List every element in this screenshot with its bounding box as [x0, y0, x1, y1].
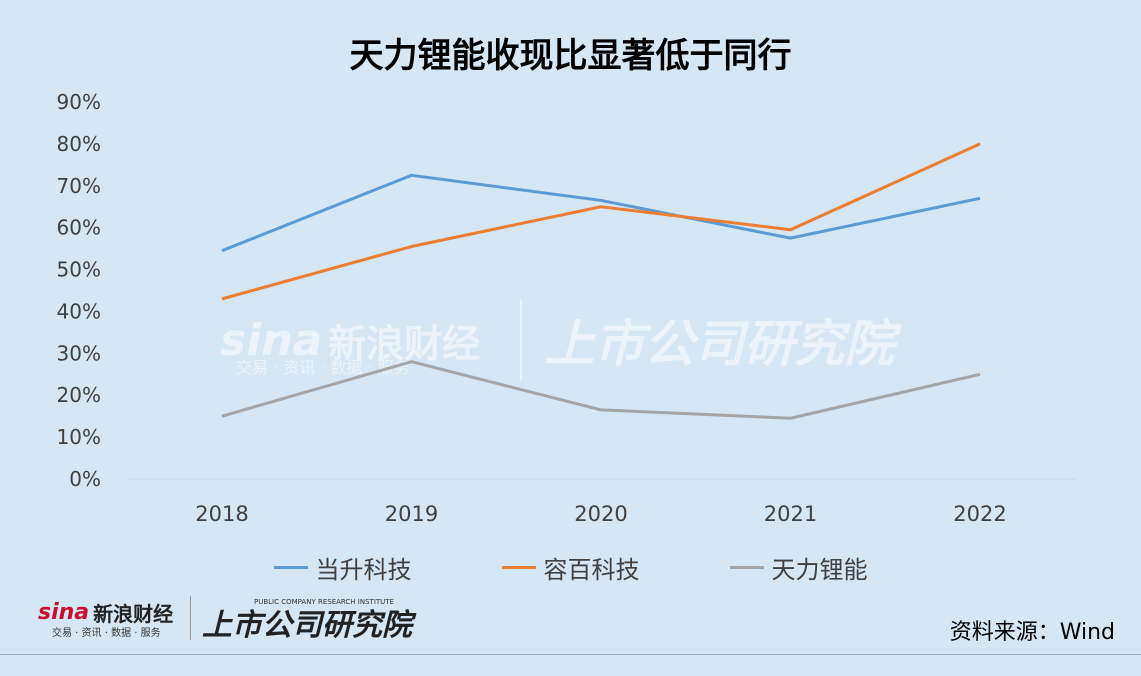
series-line — [221, 173, 981, 253]
y-tick-label: 0% — [69, 467, 101, 491]
y-tick-label: 60% — [57, 216, 101, 240]
legend-label: 当升科技 — [315, 556, 412, 584]
sina-logo: sina 新浪财经 交易 · 资讯 · 数据 · 服务 — [38, 598, 174, 639]
chart-legend: 当升科技 容百科技 天力锂能 — [0, 550, 1141, 585]
y-tick-label: 30% — [57, 341, 101, 365]
x-tick-label: 2021 — [764, 502, 817, 526]
sina-logo-cn: 新浪财经 — [93, 602, 174, 626]
y-tick-label: 50% — [57, 258, 101, 282]
watermark-sina: sina — [220, 314, 323, 366]
bottom-divider — [0, 654, 1141, 655]
legend-swatch — [501, 566, 536, 569]
chart-title: 天力锂能收现比显著低于同行 — [349, 36, 792, 76]
legend-item: 当升科技 — [273, 550, 412, 585]
watermark-sina-sub: 交易 · 资讯 · 数据 · 服务 — [236, 358, 410, 377]
watermark-divider — [520, 300, 523, 380]
legend-swatch — [729, 566, 764, 569]
y-tick-label: 20% — [57, 383, 101, 407]
legend-swatch — [273, 566, 308, 569]
y-tick-label: 90% — [57, 90, 101, 114]
institute-logo: 上市公司研究院 — [202, 608, 412, 643]
x-tick-label: 2022 — [953, 502, 1006, 526]
logo-divider — [190, 596, 191, 640]
x-tick-label: 2018 — [195, 502, 248, 526]
watermark: sina 新浪财经 交易 · 资讯 · 数据 · 服务 上市公司研究院 — [220, 300, 894, 380]
legend-item: 容百科技 — [501, 550, 640, 585]
y-tick-label: 10% — [57, 425, 101, 449]
watermark-sina-cn: 新浪财经 — [328, 321, 481, 366]
sina-logo-text: sina — [38, 600, 90, 625]
institute-logo-en: PUBLIC COMPANY RESEARCH INSTITUTE — [254, 598, 394, 606]
sina-logo-sub: 交易 · 资讯 · 数据 · 服务 — [52, 628, 161, 639]
line-chart: 0% 10% 20% 30% 40% 50% 60% 70% 80% 90% 2018 2019 202… — [57, 90, 1075, 526]
source-note: 资料来源：Wind — [949, 620, 1115, 645]
legend-item: 天力锂能 — [729, 550, 868, 585]
y-tick-label: 40% — [57, 299, 101, 323]
legend-label: 容百科技 — [543, 556, 640, 584]
y-tick-label: 70% — [57, 174, 101, 198]
legend-label: 天力锂能 — [771, 556, 868, 584]
x-tick-label: 2020 — [574, 502, 627, 526]
y-tick-label: 80% — [57, 132, 101, 156]
series-line — [221, 142, 981, 301]
watermark-institute: 上市公司研究院 — [544, 315, 895, 373]
x-tick-label: 2019 — [385, 502, 438, 526]
series-line — [221, 360, 981, 420]
